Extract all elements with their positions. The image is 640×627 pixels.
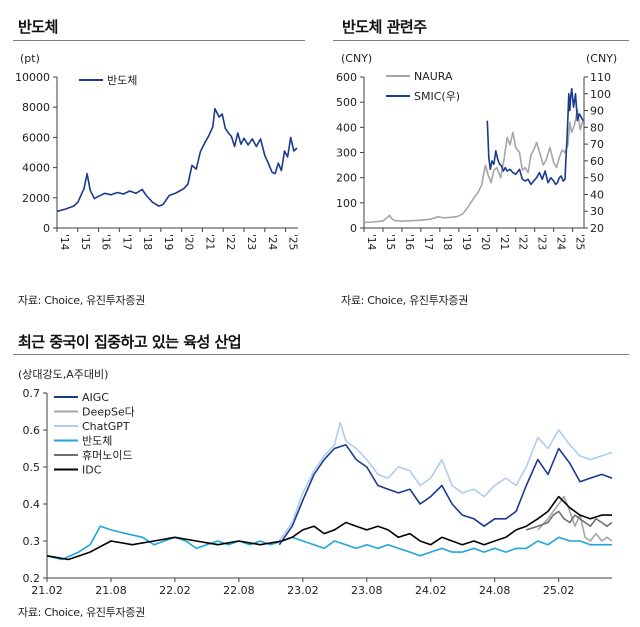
- title-rule-bottom: [13, 354, 629, 355]
- y-tick-label: 4000: [22, 162, 50, 175]
- x-tick-label: '21: [498, 234, 510, 250]
- y2-tick-label: 70: [590, 138, 604, 151]
- x-tick-label: 22.08: [223, 584, 255, 597]
- y-axis-label: (pt): [20, 52, 40, 65]
- x-tick-label: '16: [403, 234, 415, 251]
- x-tick-label: '22: [517, 234, 529, 250]
- legend-label: NAURA: [414, 70, 453, 83]
- x-tick-label: '21: [203, 234, 215, 250]
- y-tick-label: 0.2: [23, 572, 41, 585]
- y-tick-label: 400: [336, 121, 357, 134]
- title-rule-top-left: [13, 40, 305, 41]
- y-tick-label: 100: [336, 197, 357, 210]
- x-tick-label: '19: [460, 234, 472, 250]
- x-tick-label: 23.02: [287, 584, 319, 597]
- x-tick-label: 21.02: [31, 584, 63, 597]
- series-line-1: [537, 495, 613, 542]
- x-tick-label: '18: [141, 234, 153, 250]
- x-tick-label: 22.02: [159, 584, 191, 597]
- y-tick-label: 600: [336, 71, 357, 84]
- x-tick-label: '15: [79, 234, 91, 250]
- x-tick-label: '24: [266, 234, 278, 251]
- x-tick-label: '25: [287, 234, 299, 250]
- chart-title-semiconductor-stocks: 반도체 관련주: [342, 18, 427, 36]
- legend-label: AIGC: [82, 391, 109, 404]
- chart-title-semiconductor: 반도체: [18, 18, 58, 36]
- y2-tick-label: 20: [590, 222, 604, 235]
- y-tick-label: 300: [336, 147, 357, 160]
- x-tick-label: '22: [224, 234, 236, 250]
- x-tick-label: '24: [555, 234, 567, 251]
- series-line-1: [486, 87, 584, 186]
- legend-label: 휴머노이드: [82, 449, 133, 462]
- source-note-top-right: 자료: Choice, 유진투자증권: [341, 294, 469, 307]
- legend-label: ChatGPT: [82, 420, 130, 433]
- chart-title-china-industries: 최근 중국이 집중하고 있는 육성 산업: [18, 333, 242, 351]
- x-tick-label: 24.02: [415, 584, 447, 597]
- y-axis-label: (CNY): [341, 52, 372, 65]
- y-tick-label: 8000: [22, 101, 50, 114]
- series-line-2: [278, 421, 613, 542]
- y2-tick-label: 60: [590, 155, 604, 168]
- y-tick-label: 6000: [22, 131, 50, 144]
- x-tick-label: '14: [58, 234, 70, 251]
- x-tick-label: 21.08: [95, 584, 127, 597]
- legend-label: DeepSe다: [82, 406, 135, 419]
- y2-tick-label: 30: [590, 205, 604, 218]
- source-note-bottom: 자료: Choice, 유진투자증권: [18, 606, 146, 619]
- x-tick-label: '18: [441, 234, 453, 250]
- x-tick-label: '15: [384, 234, 396, 250]
- series-line-0: [56, 107, 298, 213]
- y2-axis-label: (CNY): [586, 52, 617, 65]
- y-tick-label: 10000: [15, 71, 50, 84]
- y-axis-label: (상대강도,A주대비): [18, 368, 108, 381]
- x-tick-label: 23.08: [351, 584, 383, 597]
- series-line-0: [278, 443, 613, 546]
- x-tick-label: '23: [536, 234, 548, 250]
- x-tick-label: '25: [574, 234, 586, 250]
- x-tick-label: '19: [162, 234, 174, 250]
- x-tick-label: '16: [100, 234, 112, 251]
- y-tick-label: 200: [336, 172, 357, 185]
- y2-tick-label: 100: [590, 88, 611, 101]
- y-tick-label: 0: [350, 222, 357, 235]
- series-line-3: [46, 525, 612, 561]
- y-tick-label: 2000: [22, 192, 50, 205]
- x-tick-label: '20: [183, 234, 195, 250]
- source-note-top-left: 자료: Choice, 유진투자증권: [18, 294, 146, 307]
- series-line-0: [363, 108, 584, 224]
- series-line-4: [526, 510, 613, 531]
- y-tick-label: 0.4: [23, 498, 41, 511]
- series-line-5: [46, 495, 612, 561]
- y2-tick-label: 40: [590, 188, 604, 201]
- y-tick-label: 0.6: [23, 424, 41, 437]
- y-tick-label: 0.7: [23, 387, 41, 400]
- x-tick-label: 25.02: [543, 584, 575, 597]
- x-tick-label: '17: [422, 234, 434, 250]
- y-tick-label: 0.3: [23, 535, 41, 548]
- x-tick-label: '20: [479, 234, 491, 250]
- x-tick-label: '23: [245, 234, 257, 250]
- x-tick-label: 24.08: [479, 584, 511, 597]
- legend-label: 반도체: [82, 435, 112, 448]
- y2-tick-label: 50: [590, 172, 604, 185]
- x-tick-label: '17: [120, 234, 132, 250]
- y-tick-label: 500: [336, 96, 357, 109]
- legend-label: IDC: [82, 464, 102, 477]
- x-tick-label: '14: [365, 234, 377, 251]
- y-tick-label: 0.5: [23, 461, 41, 474]
- y2-tick-label: 90: [590, 105, 604, 118]
- y-tick-label: 0: [43, 222, 50, 235]
- y2-tick-label: 80: [590, 121, 604, 134]
- y2-tick-label: 110: [590, 71, 611, 84]
- legend-label: 반도체: [107, 74, 137, 87]
- title-rule-top-right: [333, 40, 629, 41]
- legend-label: SMIC(우): [414, 90, 460, 103]
